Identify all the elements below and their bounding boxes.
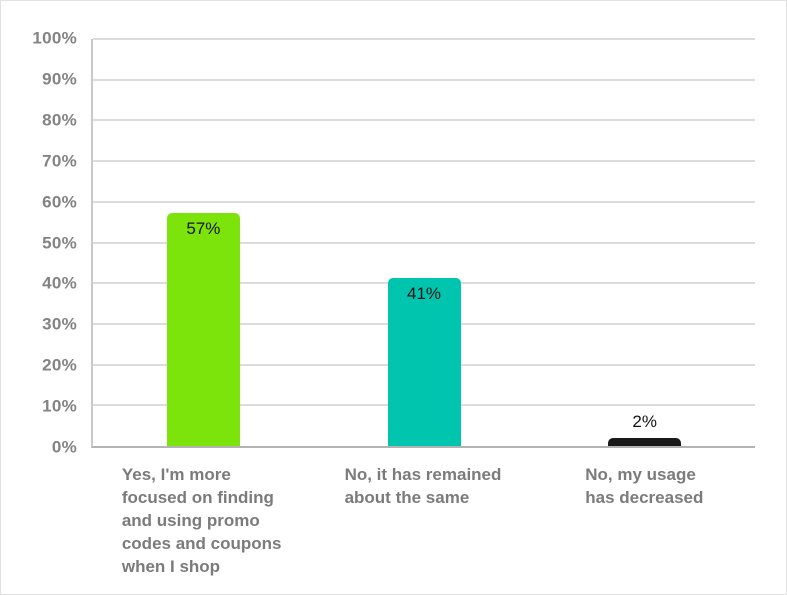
y-tick-label: 50% — [42, 233, 77, 253]
gridline — [93, 160, 755, 163]
gridline — [93, 38, 755, 40]
y-tick-label: 100% — [32, 28, 77, 48]
bars-row: 57% 41% 2% — [93, 39, 755, 446]
y-tick-label: 60% — [42, 192, 77, 212]
bar: 2% — [608, 412, 682, 446]
bar-slot: 2% — [534, 39, 755, 446]
y-tick-label: 30% — [42, 314, 77, 334]
y-tick-label: 80% — [42, 110, 77, 130]
gridline — [93, 78, 755, 81]
x-axis-cell: No, it has remained about the same — [312, 463, 533, 578]
bar-slot: 57% — [93, 39, 314, 446]
x-axis-labels: Yes, I'm more focused on finding and using… — [91, 463, 755, 578]
bar-value-label: 2% — [632, 411, 657, 431]
bar-value-label: 57% — [186, 218, 221, 238]
y-tick-label: 70% — [42, 151, 77, 171]
y-tick-label: 20% — [42, 355, 77, 375]
y-tick-label: 90% — [42, 69, 77, 89]
bar: 57% — [166, 212, 240, 446]
bar: 41% — [387, 278, 461, 446]
category-label: No, it has remained about the same — [344, 465, 502, 507]
y-axis-labels: 0% 10% 20% 30% 40% 50% 60% 70% 80% 90% 100% — [1, 29, 77, 457]
y-tick-label: 0% — [51, 437, 77, 457]
plot-area: 57% 41% 2% — [91, 38, 755, 448]
y-tick-label: 10% — [42, 396, 77, 416]
category-label: Yes, I'm more focused on finding and using… — [121, 465, 282, 576]
x-axis-cell: No, my usage has decreased — [534, 463, 755, 578]
bar-slot: 41% — [314, 39, 535, 446]
x-axis-cell: Yes, I'm more focused on finding and using… — [91, 463, 312, 578]
gridline — [93, 119, 755, 122]
category-label: No, my usage has decreased — [585, 465, 704, 507]
gridline — [93, 200, 755, 203]
y-tick-label: 40% — [42, 273, 77, 293]
bar-value-label: 41% — [406, 284, 442, 304]
gridline — [93, 241, 755, 244]
